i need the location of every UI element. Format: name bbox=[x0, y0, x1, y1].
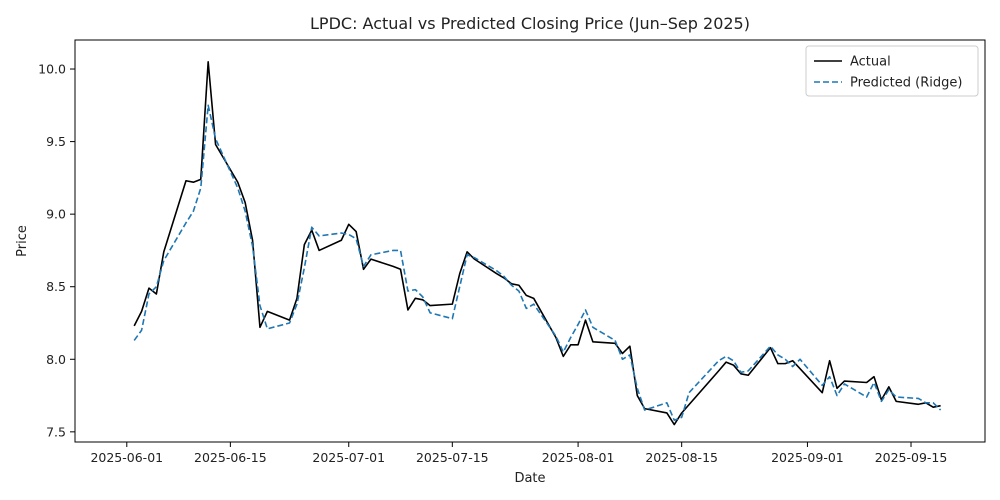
legend-label: Predicted (Ridge) bbox=[850, 76, 962, 91]
legend-box bbox=[805, 45, 979, 97]
y-tick-label: 10.0 bbox=[38, 62, 66, 77]
plot-area-frame bbox=[74, 39, 986, 443]
series-line-predicted bbox=[133, 104, 942, 422]
y-tick-label: 7.5 bbox=[46, 424, 66, 439]
x-tick-label: 2025-08-15 bbox=[645, 450, 718, 465]
x-tick-label: 2025-09-01 bbox=[771, 450, 844, 465]
x-tick-label: 2025-06-15 bbox=[194, 450, 267, 465]
x-tick-label: 2025-06-01 bbox=[90, 450, 163, 465]
y-tick-label: 9.5 bbox=[46, 134, 66, 149]
chart-title: LPDC: Actual vs Predicted Closing Price … bbox=[310, 14, 750, 33]
y-axis: 7.5 8.0 8.5 9.0 9.5 10.0 bbox=[38, 62, 75, 439]
series-line-actual bbox=[133, 60, 941, 426]
y-tick-label: 9.0 bbox=[46, 207, 66, 222]
x-axis-label: Date bbox=[514, 471, 545, 486]
x-tick-label: 2025-08-01 bbox=[542, 450, 615, 465]
y-axis-label: Price bbox=[15, 225, 30, 257]
x-tick-label: 2025-07-01 bbox=[312, 450, 385, 465]
series-layer bbox=[133, 60, 942, 426]
x-tick-label: 2025-07-15 bbox=[416, 450, 489, 465]
x-axis: 2025-06-01 2025-06-15 2025-07-01 2025-07-15… bbox=[90, 442, 947, 465]
legend-label: Actual bbox=[850, 55, 891, 70]
legend: Actual Predicted (Ridge) bbox=[805, 45, 979, 97]
y-tick-label: 8.0 bbox=[46, 352, 66, 367]
y-tick-label: 8.5 bbox=[46, 279, 66, 294]
x-tick-label: 2025-09-15 bbox=[875, 450, 948, 465]
